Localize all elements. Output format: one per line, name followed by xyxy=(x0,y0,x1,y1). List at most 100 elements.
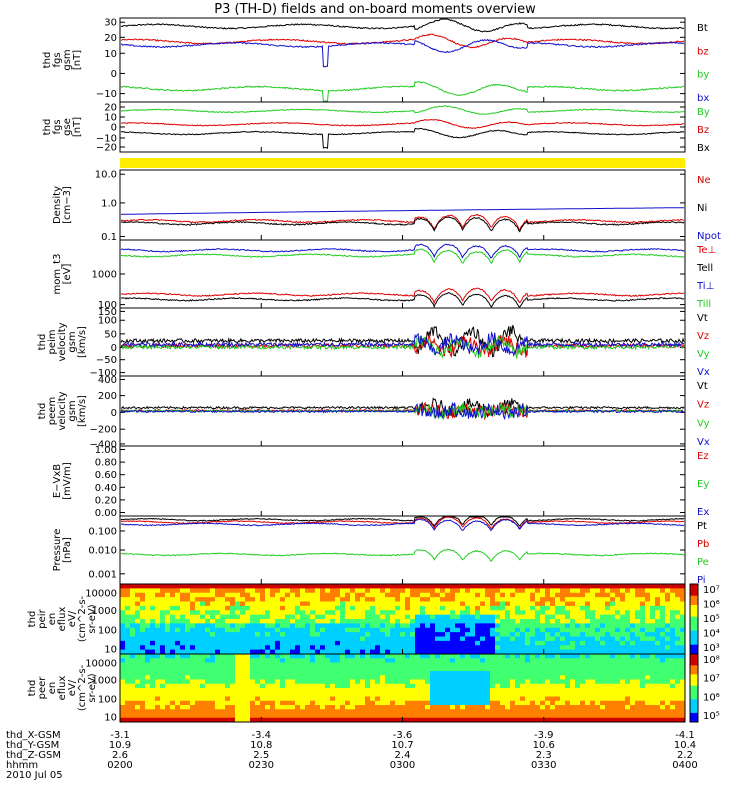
spec-cell xyxy=(515,640,521,646)
spec-cell xyxy=(635,614,641,620)
spec-cell xyxy=(515,588,521,594)
spec-cell xyxy=(365,696,371,702)
spec-cell xyxy=(130,627,136,633)
spec-cell xyxy=(185,601,191,607)
spec-cell xyxy=(415,688,421,693)
spec-cell xyxy=(170,696,176,702)
spec-cell xyxy=(160,662,166,668)
panel-peim-velocity: thdpeimvelocitygsm[km/s] xyxy=(37,307,686,377)
spec-cell xyxy=(565,688,571,693)
spec-cell xyxy=(300,662,306,668)
spec-cell xyxy=(255,696,261,702)
spec-cell xyxy=(205,679,211,685)
footer-value: 2.5 xyxy=(253,750,269,761)
spec-cell xyxy=(235,632,241,637)
spec-cell xyxy=(395,666,401,672)
spec-cell xyxy=(630,619,636,624)
spec-cell xyxy=(350,636,356,642)
spec-cell xyxy=(215,679,221,685)
spec-cell xyxy=(140,588,146,594)
spec-cell xyxy=(235,717,241,723)
spec-cell xyxy=(445,623,451,629)
spec-cell xyxy=(465,688,471,693)
spec-cell xyxy=(200,700,206,706)
spec-cell xyxy=(675,597,681,602)
spec-cell xyxy=(545,584,551,589)
spec-cell xyxy=(375,696,381,702)
ytick-label: 0.010 xyxy=(88,546,117,557)
spec-cell xyxy=(200,619,206,624)
spec-cell xyxy=(555,717,561,723)
spec-cell xyxy=(140,709,146,714)
spec-cell xyxy=(540,636,546,642)
spec-cell xyxy=(315,597,321,602)
spec-cell xyxy=(335,588,341,594)
ytick-label: 10 xyxy=(104,113,117,124)
spec-cell xyxy=(310,649,316,655)
spec-cell xyxy=(435,696,441,702)
spec-cell xyxy=(150,683,156,689)
spec-cell xyxy=(125,683,131,689)
ylabel-line: thd xyxy=(37,403,48,420)
spec-cell xyxy=(165,671,171,676)
spec-cell xyxy=(260,632,266,637)
spec-cell xyxy=(480,623,486,629)
spec-cell xyxy=(235,588,241,594)
spec-cell xyxy=(575,675,581,680)
spec-cell xyxy=(590,645,596,651)
spec-cell xyxy=(640,675,646,680)
spec-cell xyxy=(155,632,161,637)
spec-cell xyxy=(545,713,551,719)
spec-cell xyxy=(675,688,681,693)
spec-cell xyxy=(170,636,176,642)
spec-cell xyxy=(360,675,366,680)
spec-cell xyxy=(455,683,461,689)
spec-cell xyxy=(150,610,156,616)
spec-cell xyxy=(205,627,211,633)
spec-cell xyxy=(635,662,641,668)
spec-cell xyxy=(385,671,391,676)
spec-cell xyxy=(215,671,221,676)
spec-cell xyxy=(460,610,466,616)
spec-cell xyxy=(450,683,456,689)
spec-cell xyxy=(530,700,536,706)
spec-cell xyxy=(590,632,596,637)
spec-cell xyxy=(130,619,136,624)
spec-cell xyxy=(460,692,466,697)
spec-cell xyxy=(185,696,191,702)
spec-cell xyxy=(590,709,596,714)
spec-cell xyxy=(235,696,241,702)
spec-cell xyxy=(325,700,331,706)
spec-cell xyxy=(225,675,231,680)
spec-cell xyxy=(505,688,511,693)
spec-cell xyxy=(450,623,456,629)
spec-cell xyxy=(260,717,266,723)
spec-cell xyxy=(605,627,611,633)
spec-cell xyxy=(655,627,661,633)
spec-cell xyxy=(405,597,411,602)
ytick-label: 10.0 xyxy=(95,170,117,181)
spec-cell xyxy=(615,683,621,689)
spec-cell xyxy=(350,605,356,611)
spec-cell xyxy=(315,709,321,714)
spec-cell xyxy=(475,605,481,611)
spec-cell xyxy=(660,692,666,697)
spec-cell xyxy=(370,592,376,598)
spec-cell xyxy=(425,627,431,633)
spec-cell xyxy=(240,623,246,629)
spec-cell xyxy=(645,610,651,616)
spec-cell xyxy=(505,627,511,633)
spec-cell xyxy=(160,671,166,676)
spec-cell xyxy=(505,619,511,624)
spec-cell xyxy=(410,584,416,589)
spec-cell xyxy=(130,592,136,598)
spec-cell xyxy=(620,658,626,663)
spec-cell xyxy=(370,654,376,659)
spec-cell xyxy=(430,700,436,706)
spec-cell xyxy=(610,627,616,633)
spec-cell xyxy=(655,632,661,637)
spec-cell xyxy=(530,601,536,607)
spec-cell xyxy=(200,588,206,594)
spec-cell xyxy=(140,654,146,659)
spec-cell xyxy=(145,640,151,646)
